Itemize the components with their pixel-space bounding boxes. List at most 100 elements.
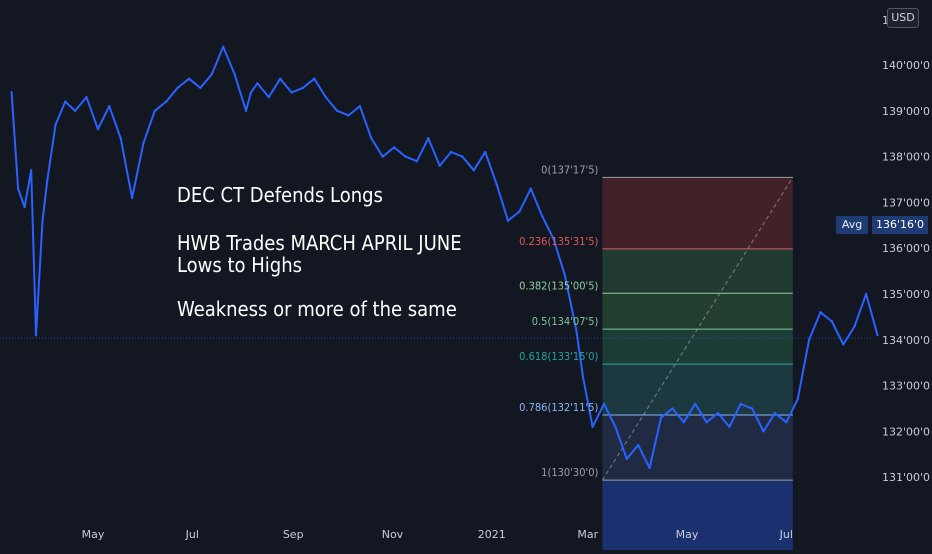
price-tick-label-9: 131'00'0 bbox=[882, 471, 930, 484]
price-tick-label-6: 134'00'0 bbox=[882, 334, 930, 347]
annotation-line-3: Weakness or more of the same bbox=[177, 297, 457, 321]
price-point-15 bbox=[142, 141, 145, 145]
price-point-74 bbox=[796, 398, 799, 401]
price-point-37 bbox=[381, 155, 384, 158]
price-point-7 bbox=[54, 123, 57, 126]
annotation-line-2: HWB Trades MARCH APRIL JUNE Lows to High… bbox=[177, 231, 462, 277]
price-point-62 bbox=[659, 416, 663, 419]
price-point-16 bbox=[153, 109, 156, 113]
time-tick-label-5: Mar bbox=[577, 528, 598, 541]
price-point-33 bbox=[335, 109, 339, 113]
price-point-42 bbox=[438, 164, 441, 167]
price-tick-label-1: 139'00'0 bbox=[882, 105, 930, 118]
price-point-45 bbox=[472, 169, 475, 172]
time-tick-label-7: Jul bbox=[779, 528, 793, 541]
price-point-24 bbox=[244, 109, 248, 113]
price-point-69 bbox=[739, 402, 742, 406]
price-tick-label-7: 133'00'0 bbox=[882, 380, 930, 393]
price-point-31 bbox=[313, 77, 316, 80]
fib-trend-line bbox=[601, 177, 794, 481]
price-point-3 bbox=[30, 169, 33, 172]
fib-label-4: 0.618(133'15'0) bbox=[519, 350, 598, 363]
time-axis[interactable]: May Jul Sep Nov 2021 Mar May Jul bbox=[82, 528, 793, 541]
price-point-19 bbox=[187, 77, 191, 80]
price-point-27 bbox=[267, 95, 270, 99]
price-point-57 bbox=[602, 402, 606, 406]
fib-label-3: 0.5(134'07'5) bbox=[532, 315, 599, 328]
price-point-36 bbox=[370, 137, 373, 140]
price-point-75 bbox=[807, 338, 811, 341]
currency-button[interactable]: USD bbox=[887, 8, 919, 28]
price-point-51 bbox=[541, 214, 544, 218]
time-tick-label-0: May bbox=[82, 528, 105, 541]
price-point-35 bbox=[358, 105, 362, 108]
price-tick-label-3: 137'00'0 bbox=[882, 196, 930, 209]
price-point-6 bbox=[46, 178, 49, 181]
price-point-61 bbox=[648, 466, 651, 470]
price-point-79 bbox=[853, 324, 856, 328]
annotation-line-1: DEC CT Defends Longs bbox=[177, 183, 383, 207]
price-tick-label-4: 136'00'0 bbox=[882, 242, 930, 255]
price-point-80 bbox=[864, 292, 868, 296]
price-point-18 bbox=[176, 86, 179, 90]
price-point-41 bbox=[427, 137, 430, 140]
price-point-43 bbox=[449, 150, 453, 154]
price-series bbox=[10, 45, 879, 470]
price-point-5 bbox=[41, 219, 44, 222]
price-point-46 bbox=[484, 150, 487, 154]
price-point-68 bbox=[728, 425, 731, 428]
price-point-40 bbox=[415, 160, 419, 163]
price-point-70 bbox=[750, 407, 754, 410]
price-point-21 bbox=[210, 73, 213, 76]
price-line bbox=[10, 45, 879, 469]
price-point-53 bbox=[563, 274, 567, 277]
avg-price-tag: 136'16'0 bbox=[872, 216, 928, 234]
price-point-28 bbox=[279, 77, 282, 80]
price-point-44 bbox=[461, 155, 464, 158]
price-point-81 bbox=[876, 334, 879, 337]
price-point-50 bbox=[529, 187, 532, 190]
price-point-1 bbox=[16, 187, 20, 190]
price-point-58 bbox=[614, 425, 617, 428]
price-point-77 bbox=[830, 320, 834, 323]
price-point-76 bbox=[819, 311, 822, 314]
price-point-14 bbox=[130, 196, 134, 199]
fib-retracement[interactable] bbox=[601, 176, 794, 550]
time-tick-label-4: 2021 bbox=[478, 528, 506, 541]
price-point-32 bbox=[324, 95, 327, 99]
price-point-26 bbox=[256, 82, 259, 85]
time-tick-label-3: Nov bbox=[382, 528, 404, 541]
price-tick-label-0: 140'00'0 bbox=[882, 59, 930, 72]
price-point-22 bbox=[222, 45, 225, 48]
price-point-72 bbox=[773, 411, 777, 415]
price-point-65 bbox=[694, 402, 697, 406]
price-axis[interactable]: 140'00'0 139'00'0 138'00'0 137'00'0 136'00'0… bbox=[882, 59, 930, 484]
price-point-64 bbox=[682, 421, 685, 424]
price-point-0 bbox=[10, 91, 13, 94]
price-point-73 bbox=[785, 421, 788, 424]
price-point-55 bbox=[581, 375, 585, 378]
fib-level-labels: 0(137'17'5) 0.236(135'31'5) 0.382(135'00'5… bbox=[519, 163, 598, 479]
price-point-48 bbox=[506, 219, 510, 222]
fib-label-0: 0(137'17'5) bbox=[541, 163, 598, 176]
price-axis-clipped-label: 1 bbox=[882, 14, 889, 27]
price-point-78 bbox=[842, 343, 845, 346]
price-point-60 bbox=[637, 443, 640, 447]
avg-tag: Avg bbox=[836, 216, 868, 234]
price-tick-label-8: 132'00'0 bbox=[882, 425, 930, 438]
price-point-67 bbox=[716, 411, 720, 415]
price-point-30 bbox=[301, 86, 305, 90]
price-point-4 bbox=[34, 334, 38, 337]
price-tick-label-5: 135'00'0 bbox=[882, 288, 930, 301]
price-point-54 bbox=[575, 329, 578, 332]
price-point-20 bbox=[199, 86, 202, 90]
price-tick-label-2: 138'00'0 bbox=[882, 151, 930, 164]
fib-label-1: 0.236(135'31'5) bbox=[519, 235, 598, 248]
price-point-47 bbox=[495, 182, 498, 186]
price-point-63 bbox=[671, 407, 674, 410]
fib-extension-zone bbox=[602, 480, 793, 550]
time-tick-label-2: Sep bbox=[283, 528, 304, 541]
price-point-49 bbox=[518, 210, 521, 213]
